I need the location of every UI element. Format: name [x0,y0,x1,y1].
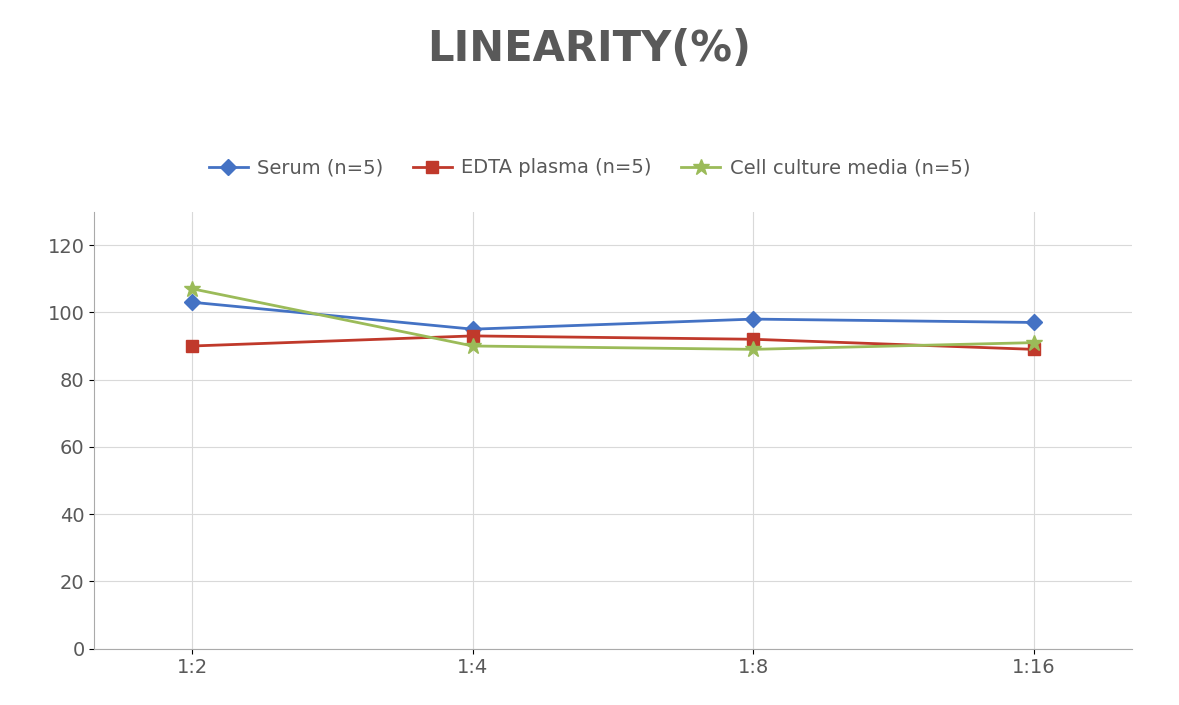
Legend: Serum (n=5), EDTA plasma (n=5), Cell culture media (n=5): Serum (n=5), EDTA plasma (n=5), Cell cul… [200,151,979,185]
Text: LINEARITY(%): LINEARITY(%) [428,28,751,70]
